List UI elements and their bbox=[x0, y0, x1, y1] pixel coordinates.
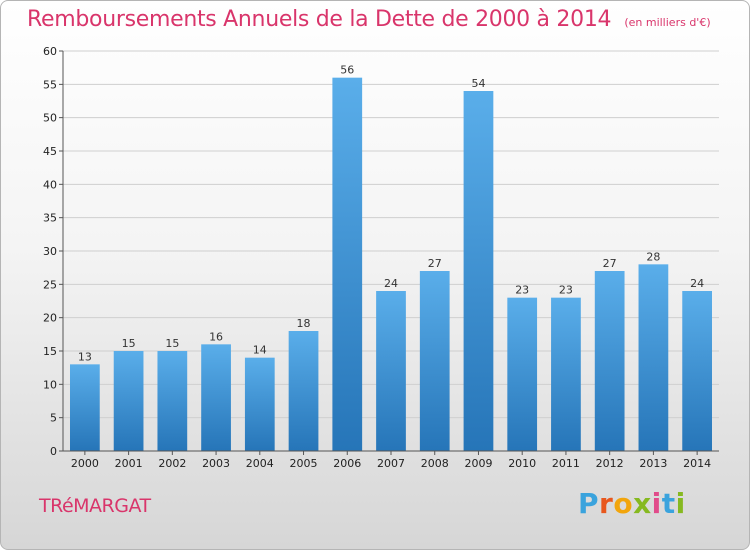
bar bbox=[288, 331, 319, 451]
data-label: 54 bbox=[471, 77, 485, 90]
y-tick-label: 0 bbox=[50, 445, 57, 458]
data-label: 24 bbox=[690, 277, 704, 290]
bar bbox=[113, 351, 144, 451]
data-label: 27 bbox=[428, 257, 442, 270]
data-label: 15 bbox=[165, 337, 179, 350]
chart-title: Remboursements Annuels de la Dette de 20… bbox=[27, 7, 612, 32]
x-tick-label: 2003 bbox=[202, 457, 230, 470]
x-tick-label: 2005 bbox=[290, 457, 318, 470]
bar bbox=[638, 264, 669, 451]
bar bbox=[463, 91, 494, 451]
labels: 0 5 10 15 20 25 30 35 40 45 50 55 60 13 2000 15 2001 15 20… bbox=[43, 45, 711, 470]
logo-letter: o bbox=[613, 487, 634, 520]
bar bbox=[332, 77, 363, 452]
y-tick-label: 50 bbox=[43, 112, 57, 125]
data-label: 28 bbox=[646, 250, 660, 263]
y-tick-label: 45 bbox=[43, 145, 57, 158]
x-tick-label: 2004 bbox=[246, 457, 274, 470]
y-tick-label: 10 bbox=[43, 378, 57, 391]
data-label: 23 bbox=[559, 284, 573, 297]
commune-name: TRéMARGAT bbox=[39, 495, 151, 517]
x-tick-label: 2011 bbox=[552, 457, 580, 470]
data-label: 24 bbox=[384, 277, 398, 290]
x-tick-label: 2014 bbox=[683, 457, 711, 470]
title-line: Remboursements Annuels de la Dette de 20… bbox=[27, 7, 711, 32]
logo-letter: r bbox=[599, 487, 614, 520]
data-label: 14 bbox=[253, 344, 267, 357]
bar bbox=[419, 271, 450, 451]
bar bbox=[682, 291, 713, 451]
x-tick-label: 2008 bbox=[421, 457, 449, 470]
logo-letter: t bbox=[661, 487, 676, 520]
bar bbox=[157, 351, 188, 451]
y-tick-label: 20 bbox=[43, 312, 57, 325]
x-tick-label: 2002 bbox=[158, 457, 186, 470]
proxiti-logo: Proxiti bbox=[578, 487, 686, 520]
y-tick-label: 35 bbox=[43, 212, 57, 225]
y-tick-label: 15 bbox=[43, 345, 57, 358]
x-tick-label: 2013 bbox=[639, 457, 667, 470]
bar bbox=[244, 357, 275, 451]
x-tick-label: 2001 bbox=[115, 457, 143, 470]
x-tick-label: 2006 bbox=[333, 457, 361, 470]
logo-letter: x bbox=[633, 487, 652, 520]
x-tick-label: 2000 bbox=[71, 457, 99, 470]
logo-letter: P bbox=[578, 487, 600, 520]
data-label: 56 bbox=[340, 64, 354, 77]
logo-letter: i bbox=[675, 487, 686, 520]
y-tick-label: 30 bbox=[43, 245, 57, 258]
y-tick-label: 40 bbox=[43, 178, 57, 191]
data-label: 18 bbox=[297, 317, 311, 330]
bar bbox=[201, 344, 231, 451]
chart-subtitle: (en milliers d'€) bbox=[624, 16, 711, 29]
x-tick-label: 2009 bbox=[464, 457, 492, 470]
data-label: 27 bbox=[603, 257, 617, 270]
y-tick-label: 55 bbox=[43, 78, 57, 91]
x-tick-label: 2012 bbox=[596, 457, 624, 470]
x-tick-label: 2010 bbox=[508, 457, 536, 470]
bar bbox=[69, 364, 100, 451]
data-label: 15 bbox=[122, 337, 136, 350]
bar bbox=[507, 297, 538, 451]
data-label: 13 bbox=[78, 350, 92, 363]
data-label: 16 bbox=[209, 330, 223, 343]
logo-letter: i bbox=[651, 487, 662, 520]
bars bbox=[69, 77, 713, 452]
y-tick-label: 5 bbox=[50, 412, 57, 425]
data-label: 23 bbox=[515, 284, 529, 297]
bar bbox=[551, 297, 581, 451]
x-tick-label: 2007 bbox=[377, 457, 405, 470]
bar bbox=[594, 271, 625, 451]
axes bbox=[59, 50, 719, 455]
y-tick-label: 25 bbox=[43, 278, 57, 291]
bar bbox=[376, 291, 406, 451]
y-tick-label: 60 bbox=[43, 45, 57, 58]
